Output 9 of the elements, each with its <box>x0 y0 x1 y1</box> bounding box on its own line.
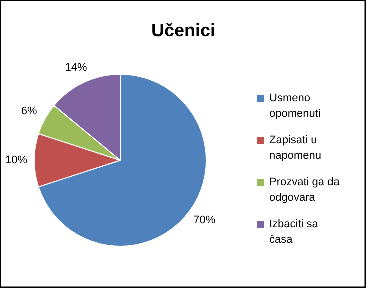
legend-label: Usmeno opomenuti <box>270 92 321 120</box>
legend-label: Prozvati ga da odgovara <box>270 176 341 204</box>
data-label: 70% <box>194 214 216 226</box>
chart-title: Učenici <box>151 20 216 40</box>
data-label: 14% <box>65 62 88 74</box>
data-label: 6% <box>21 105 38 118</box>
data-label: 10% <box>5 154 28 166</box>
legend-label: Izbaciti sa časa <box>270 218 320 246</box>
legend-label: Zapisati u napomenu <box>270 134 322 162</box>
